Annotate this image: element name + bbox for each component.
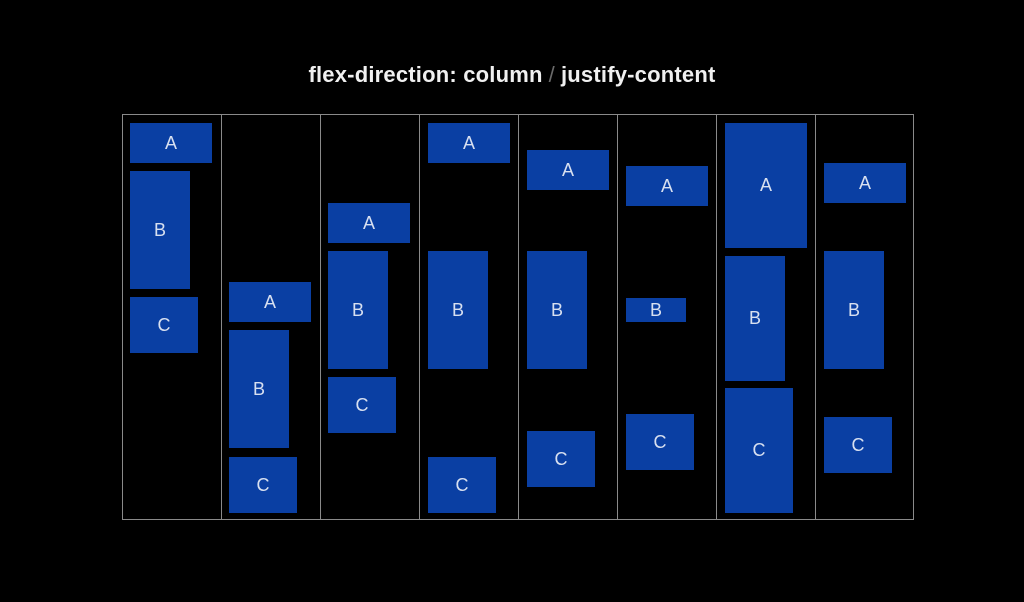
title-separator: / <box>548 62 555 87</box>
box-c: C <box>824 417 892 473</box>
column-5: A B C <box>519 115 618 519</box>
column-7: A B C <box>717 115 816 519</box>
title-flex-direction: flex-direction: column <box>308 62 543 87</box>
box-c: C <box>626 414 694 470</box>
box-a: A <box>428 123 510 163</box>
box-b: B <box>626 298 686 322</box>
box-b: B <box>824 251 884 369</box>
box-c: C <box>130 297 198 353</box>
column-4: A B C <box>420 115 519 519</box>
box-a: A <box>229 282 311 322</box>
box-a: A <box>626 166 708 206</box>
column-1: A B C <box>123 115 222 519</box>
diagram-title: flex-direction: column / justify-content <box>0 62 1024 88</box>
column-8: A B C <box>816 115 915 519</box>
box-b: B <box>328 251 388 369</box>
box-a: A <box>824 163 906 203</box>
box-b: B <box>527 251 587 369</box>
box-a: A <box>725 123 807 248</box>
box-b: B <box>428 251 488 369</box>
box-a: A <box>328 203 410 243</box>
title-justify-content: justify-content <box>560 62 716 87</box>
box-c: C <box>527 431 595 487</box>
box-c: C <box>428 457 496 513</box>
box-b: B <box>229 330 289 448</box>
box-c: C <box>725 388 793 513</box>
flex-demo-board: A B C A B C A B C A B C A B C A B C A B … <box>122 114 914 520</box>
column-3: A B C <box>321 115 420 519</box>
box-a: A <box>130 123 212 163</box>
box-b: B <box>725 256 785 381</box>
box-a: A <box>527 150 609 190</box>
box-b: B <box>130 171 190 289</box>
column-2: A B C <box>222 115 321 519</box>
box-c: C <box>328 377 396 433</box>
box-c: C <box>229 457 297 513</box>
column-6: A B C <box>618 115 717 519</box>
